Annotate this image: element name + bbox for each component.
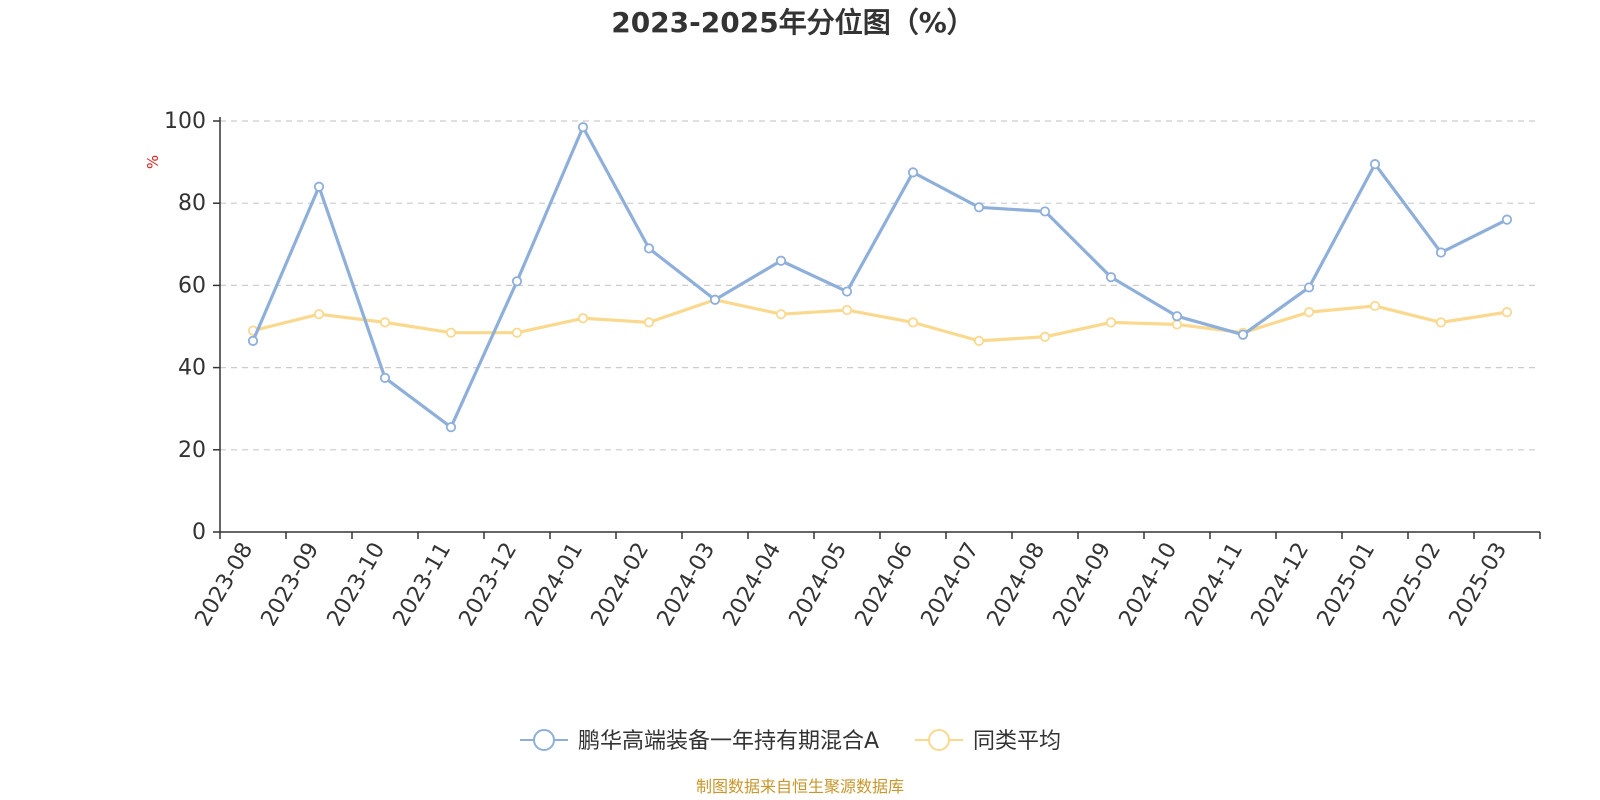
x-tick-label: 2024-01 bbox=[521, 539, 589, 631]
series-line bbox=[251, 298, 1509, 343]
data-point bbox=[841, 304, 853, 316]
x-tick-label: 2024-05 bbox=[785, 539, 853, 631]
y-tick-label: 60 bbox=[178, 273, 206, 298]
x-tick-label: 2024-07 bbox=[917, 539, 985, 631]
data-point bbox=[709, 294, 721, 305]
series-2 bbox=[247, 294, 1513, 346]
x-tick-label: 2023-09 bbox=[257, 539, 325, 631]
x-tick-label: 2024-06 bbox=[851, 539, 919, 631]
x-tick-label: 2024-03 bbox=[653, 539, 721, 631]
legend-label: 同类平均 bbox=[973, 729, 1061, 754]
data-point bbox=[1501, 214, 1513, 225]
data-point bbox=[973, 202, 985, 213]
data-point bbox=[445, 422, 457, 433]
data-point bbox=[1369, 159, 1381, 170]
x-tick-label: 2024-04 bbox=[719, 539, 787, 631]
data-point bbox=[445, 327, 457, 338]
data-point bbox=[643, 317, 655, 328]
legend-item-2[interactable]: 同类平均 bbox=[915, 729, 1061, 754]
data-point bbox=[1039, 331, 1051, 342]
source-note: 制图数据来自恒生聚源数据库 bbox=[696, 777, 904, 796]
series-1 bbox=[247, 122, 1513, 433]
x-tick-label: 2024-11 bbox=[1181, 539, 1249, 631]
data-point bbox=[313, 309, 325, 320]
legend-marker bbox=[533, 729, 555, 751]
x-tick-label: 2023-11 bbox=[389, 539, 457, 631]
data-point bbox=[973, 335, 985, 346]
data-point bbox=[379, 372, 391, 383]
y-tick-label: 80 bbox=[178, 191, 206, 216]
grid-lines bbox=[220, 120, 1540, 451]
plot-area bbox=[247, 122, 1513, 433]
data-point bbox=[1303, 282, 1315, 293]
data-point bbox=[775, 255, 787, 266]
data-point bbox=[247, 335, 259, 346]
legend[interactable]: 鹏华高端装备一年持有期混合A 同类平均 bbox=[520, 729, 1061, 754]
legend-label: 鹏华高端装备一年持有期混合A bbox=[578, 729, 879, 754]
x-axis-ticks: 2023-082023-092023-102023-112023-122024-… bbox=[191, 532, 1541, 631]
data-point bbox=[643, 243, 655, 254]
data-point bbox=[1435, 247, 1447, 258]
x-tick-label: 2024-12 bbox=[1247, 539, 1315, 631]
data-point bbox=[841, 286, 853, 297]
data-point bbox=[1501, 307, 1513, 318]
x-tick-label: 2023-12 bbox=[455, 539, 523, 631]
x-tick-label: 2025-02 bbox=[1379, 539, 1447, 631]
data-point bbox=[577, 313, 589, 324]
x-tick-label: 2024-10 bbox=[1115, 539, 1183, 631]
data-point bbox=[775, 309, 787, 320]
x-tick-label: 2024-02 bbox=[587, 539, 655, 631]
data-point bbox=[1105, 317, 1117, 328]
x-tick-label: 2025-03 bbox=[1445, 539, 1513, 631]
data-point bbox=[1369, 300, 1381, 312]
data-point bbox=[1105, 272, 1117, 283]
data-point bbox=[1303, 307, 1315, 318]
x-tick-label: 2023-08 bbox=[191, 539, 259, 631]
data-point bbox=[577, 122, 589, 133]
y-tick-label: 40 bbox=[178, 356, 206, 381]
y-axis-unit: % bbox=[144, 155, 162, 169]
data-point bbox=[1171, 319, 1183, 330]
data-point bbox=[1435, 317, 1447, 328]
data-point bbox=[907, 317, 919, 328]
series-line bbox=[251, 125, 1509, 429]
y-tick-label: 20 bbox=[178, 438, 206, 463]
data-point bbox=[1237, 329, 1249, 340]
data-point bbox=[1039, 206, 1051, 217]
data-point bbox=[313, 181, 325, 192]
x-tick-label: 2023-10 bbox=[323, 539, 391, 631]
y-axis-ticks: 0 20 40 60 80 100 bbox=[164, 109, 220, 545]
data-point bbox=[1171, 311, 1183, 322]
y-tick-label: 100 bbox=[164, 109, 206, 134]
data-point bbox=[379, 317, 391, 328]
axes bbox=[219, 117, 1540, 533]
data-point bbox=[511, 276, 523, 287]
legend-item-1[interactable]: 鹏华高端装备一年持有期混合A bbox=[520, 729, 879, 754]
x-tick-label: 2024-08 bbox=[983, 539, 1051, 631]
data-point bbox=[511, 327, 523, 338]
chart-title: 2023-2025年分位图（%） bbox=[611, 6, 975, 39]
legend-marker bbox=[928, 729, 950, 751]
x-tick-label: 2024-09 bbox=[1049, 539, 1117, 631]
x-tick-label: 2025-01 bbox=[1313, 539, 1381, 631]
y-tick-label: 0 bbox=[192, 520, 206, 545]
data-point bbox=[907, 167, 919, 178]
